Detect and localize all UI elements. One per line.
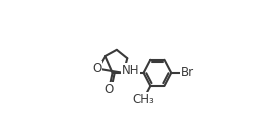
Text: CH₃: CH₃: [133, 93, 154, 106]
Text: Br: Br: [181, 66, 194, 79]
Text: NH: NH: [122, 64, 139, 77]
Text: O: O: [92, 62, 101, 75]
Text: O: O: [105, 83, 114, 96]
